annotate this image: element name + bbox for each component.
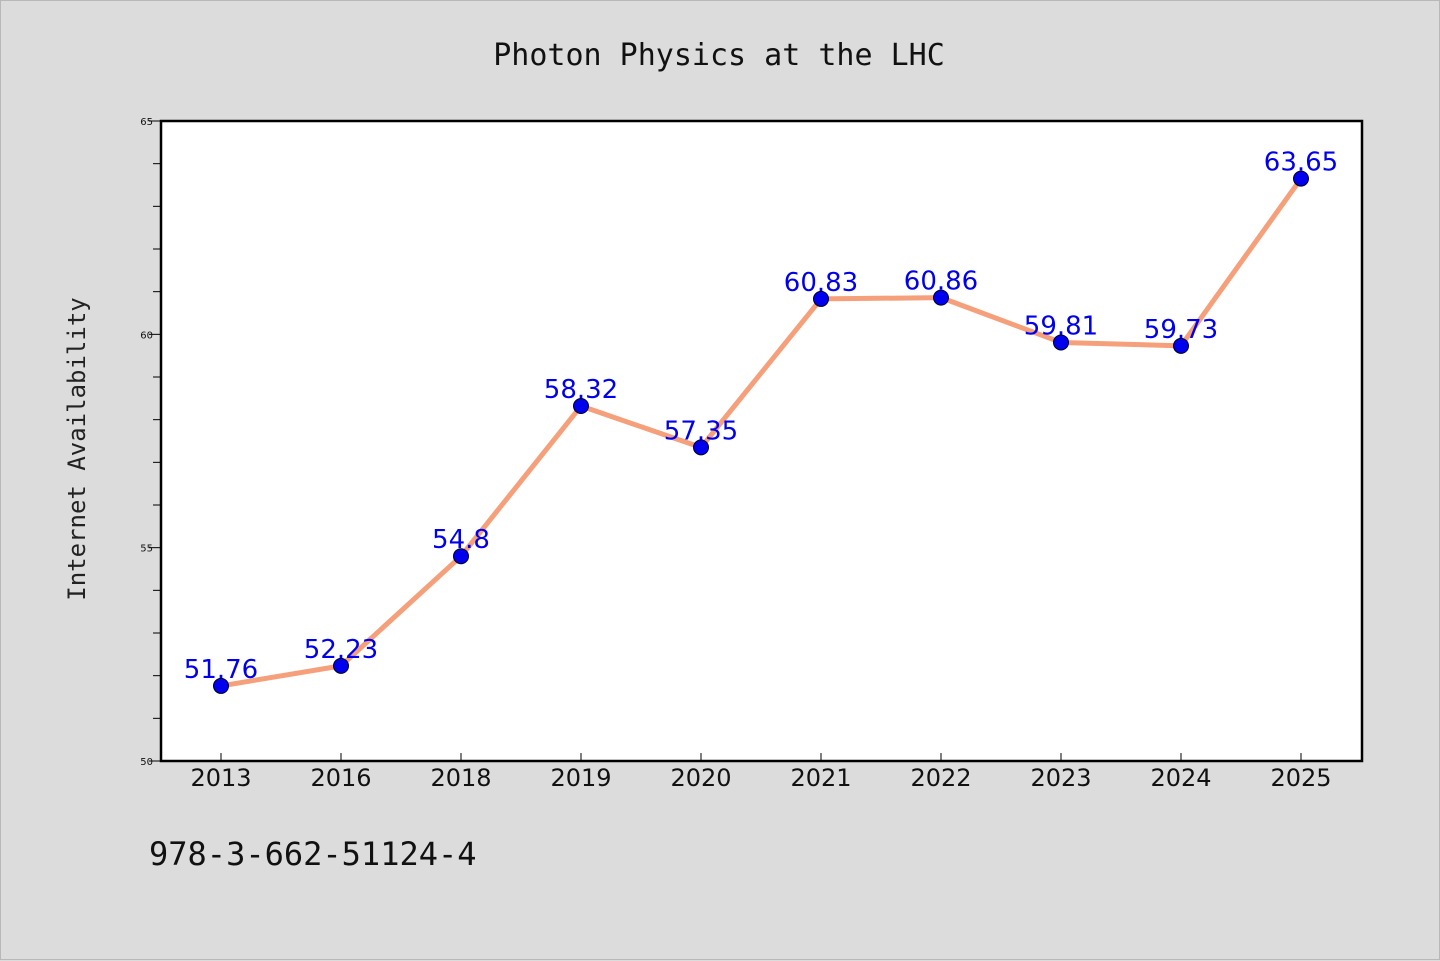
y-tick-label: 60	[140, 330, 153, 341]
x-tick-label: 2023	[1030, 764, 1091, 792]
data-label: 59.73	[1144, 315, 1218, 345]
x-tick-label: 2019	[550, 764, 611, 792]
data-labels: 51.76 52.23 54.8 58.32 57.35 60.83 60.86 59.81 5…	[184, 148, 1338, 685]
x-tick-label: 2025	[1270, 764, 1331, 792]
x-tick-label: 2024	[1150, 764, 1211, 792]
y-axis-ticks: 50 55 60 65	[140, 117, 161, 768]
footer-isbn: 978-3-662-51124-4	[149, 835, 477, 873]
data-label: 59.81	[1024, 311, 1098, 341]
x-tick-label: 2021	[790, 764, 851, 792]
data-point	[813, 290, 829, 307]
x-tick-label: 2020	[670, 764, 731, 792]
data-point	[1173, 337, 1189, 354]
data-label: 58.32	[544, 375, 618, 405]
data-label: 60.86	[904, 267, 978, 297]
data-point	[933, 289, 949, 306]
data-label: 54.8	[432, 525, 490, 555]
y-axis-label: Internet Availability	[63, 297, 91, 600]
x-tick-label: 2018	[430, 764, 491, 792]
data-label: 57.35	[664, 416, 738, 446]
y-tick-label: 55	[140, 544, 153, 555]
x-tick-label: 2016	[310, 764, 371, 792]
data-point	[213, 677, 229, 694]
data-point	[333, 657, 349, 674]
data-label: 52.23	[304, 635, 378, 665]
data-label: 63.65	[1264, 148, 1338, 178]
data-point	[1053, 334, 1069, 351]
series-line-group	[218, 176, 1304, 689]
plot-area	[159, 119, 1364, 763]
x-tick-label: 2013	[190, 764, 251, 792]
data-point	[453, 548, 469, 565]
y-tick-label: 65	[140, 117, 153, 128]
chart-title: Photon Physics at the LHC	[493, 38, 945, 73]
x-tick-label: 2022	[910, 764, 971, 792]
data-point	[1293, 170, 1309, 187]
x-axis-ticks: 2013 2016 2018 2019 2020 2021 2022 2023 2024 2025	[190, 753, 1332, 792]
data-label: 60.83	[784, 268, 858, 298]
series-line	[218, 176, 1304, 689]
data-point	[573, 398, 589, 415]
data-label: 51.76	[184, 655, 258, 685]
data-point	[693, 439, 709, 456]
y-tick-label: 50	[140, 757, 153, 768]
data-markers	[213, 170, 1309, 694]
